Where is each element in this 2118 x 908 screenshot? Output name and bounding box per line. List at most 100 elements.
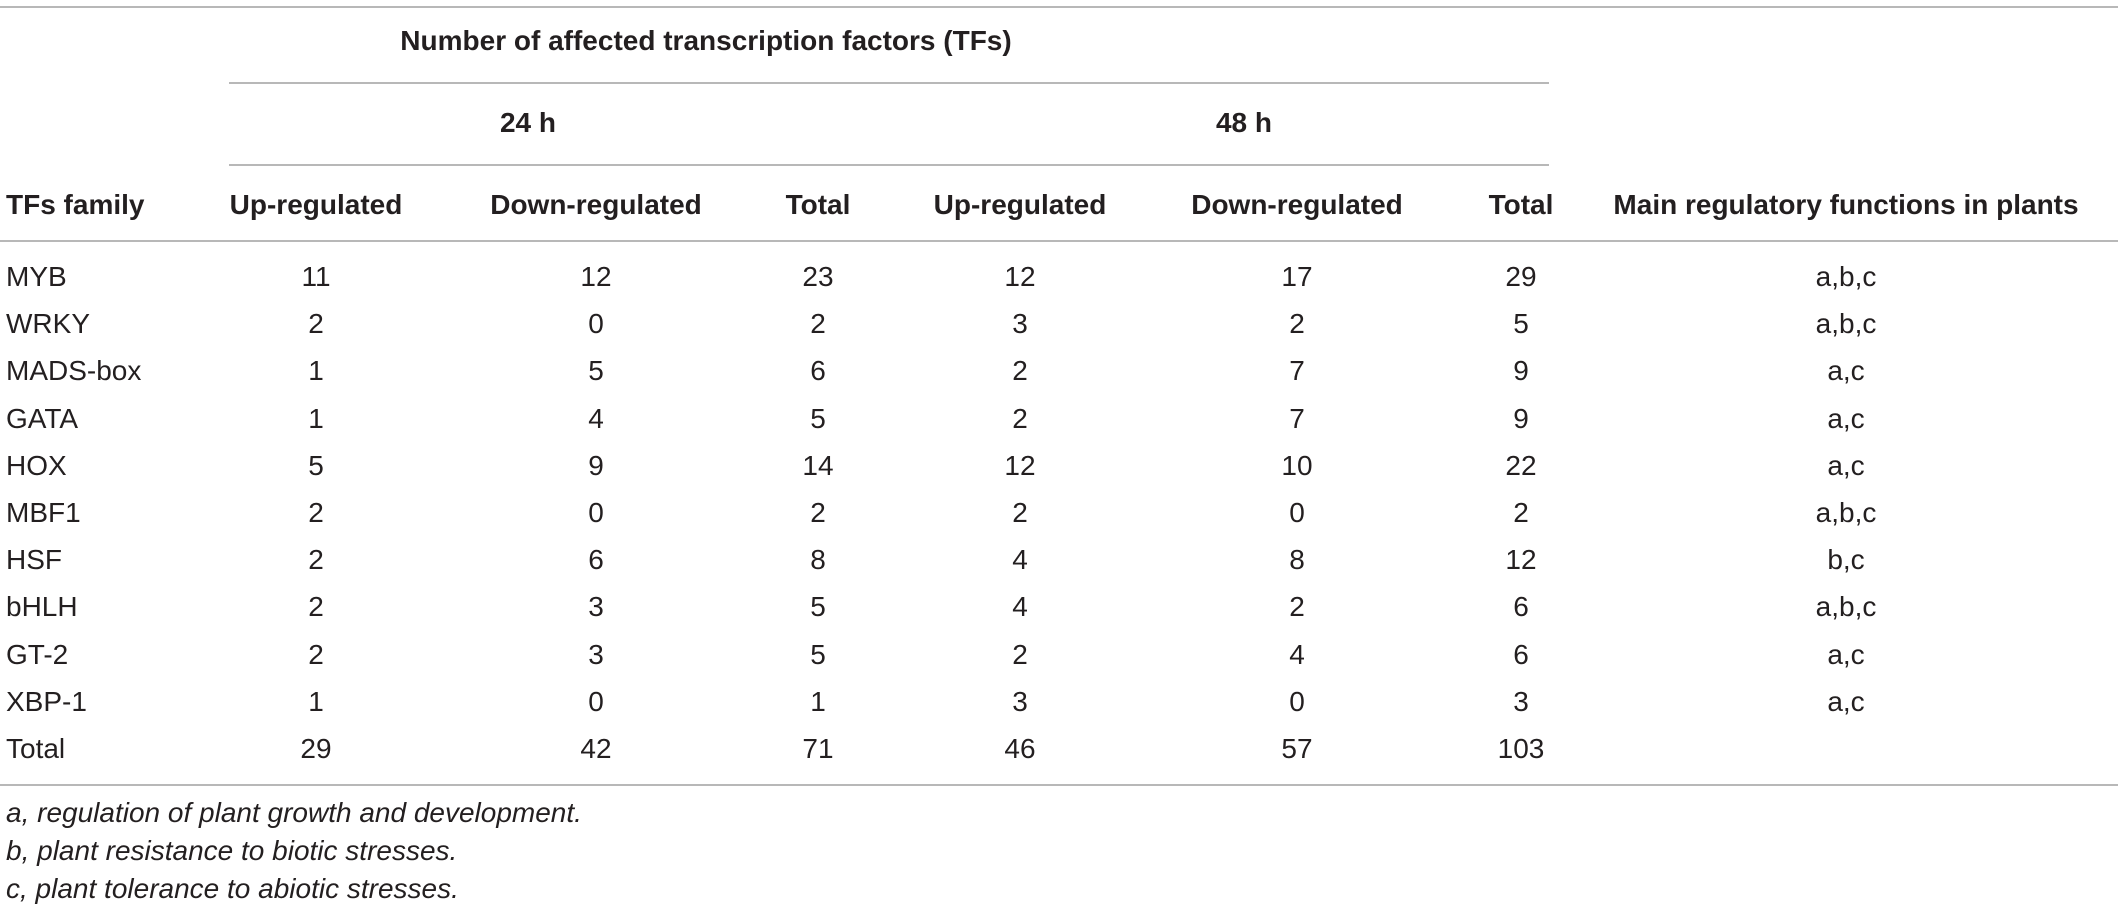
cell-down-24h: 3	[588, 638, 604, 670]
cell-up-48h: 4	[1012, 544, 1028, 576]
cell-up-48h: 12	[1004, 261, 1036, 292]
cell-total-24h: 5	[810, 638, 826, 670]
period-header-24h: 24 h	[499, 107, 557, 138]
column-header-total-48h: Total	[1488, 189, 1554, 220]
cell-up-24h: 11	[301, 261, 331, 292]
group-header-rule	[229, 82, 1549, 84]
cell-up-48h: 4	[1012, 591, 1028, 623]
cell-down-48h: 0	[1289, 685, 1305, 717]
table-bottom-rule	[0, 784, 2118, 786]
cell-up-48h: 2	[1012, 355, 1028, 387]
cell-down-48h: 10	[1281, 449, 1313, 481]
cell-tf-family: HOX	[6, 449, 67, 481]
cell-tf-family: WRKY	[6, 308, 90, 340]
cell-down-48h: 7	[1289, 402, 1305, 434]
cell-main-functions: a,b,c	[1815, 308, 1877, 340]
cell-down-24h: 5	[588, 355, 604, 387]
column-header-total-24h: Total	[785, 189, 851, 220]
footnote: c, plant tolerance to abiotic stresses.	[6, 873, 459, 904]
period-header-rule	[229, 164, 1549, 166]
cell-up-24h: 2	[308, 497, 324, 528]
header-bottom-rule	[0, 240, 2118, 242]
cell-up-24h: 2	[308, 591, 324, 623]
cell-up-48h: 3	[1012, 308, 1028, 340]
cell-up-48h: 3	[1012, 685, 1028, 717]
cell-total-48h: 5	[1513, 308, 1529, 340]
cell-total-24h: 1	[810, 685, 826, 717]
cell-tf-family: GATA	[6, 402, 79, 434]
cell-down-48h: 57	[1281, 733, 1313, 764]
cell-main-functions: a,c	[1827, 449, 1865, 481]
cell-down-48h: 8	[1289, 544, 1305, 576]
cell-down-24h: 4	[588, 402, 604, 434]
cell-up-48h: 2	[1012, 638, 1028, 670]
column-header-up-48h: Up-regulated	[933, 189, 1107, 220]
cell-tf-family: GT-2	[6, 638, 69, 670]
cell-up-48h: 2	[1012, 497, 1028, 528]
cell-down-48h: 2	[1289, 308, 1305, 340]
cell-total-24h: 8	[810, 544, 826, 576]
cell-total-48h: 6	[1513, 591, 1529, 623]
cell-main-functions: a,c	[1827, 402, 1865, 434]
cell-tf-family: MADS-box	[6, 355, 142, 387]
cell-down-24h: 3	[588, 591, 604, 623]
cell-total-48h: 12	[1505, 544, 1537, 576]
top-rule	[0, 6, 2118, 8]
cell-total-24h: 6	[810, 355, 826, 387]
cell-total-24h: 2	[810, 497, 826, 528]
cell-tf-family: MYB	[6, 261, 67, 292]
column-header-down-24h: Down-regulated	[490, 189, 702, 220]
cell-down-24h: 12	[580, 261, 612, 292]
group-header: Number of affected transcription factors…	[400, 25, 1012, 56]
cell-main-functions: a,c	[1827, 355, 1865, 387]
cell-total-24h: 5	[810, 402, 826, 434]
cell-total-24h: 23	[802, 261, 834, 292]
cell-down-48h: 0	[1289, 497, 1305, 528]
cell-down-48h: 2	[1289, 591, 1305, 623]
cell-tf-family: Total	[6, 733, 66, 764]
cell-total-24h: 2	[810, 308, 826, 340]
cell-down-48h: 7	[1289, 355, 1305, 387]
cell-up-48h: 12	[1004, 449, 1036, 481]
cell-total-48h: 3	[1513, 685, 1529, 717]
cell-down-48h: 17	[1281, 261, 1313, 292]
cell-total-48h: 29	[1505, 261, 1537, 292]
cell-main-functions: a,b,c	[1815, 497, 1877, 528]
cell-total-24h: 14	[802, 449, 834, 481]
cell-up-24h: 2	[308, 544, 324, 576]
cell-total-48h: 2	[1513, 497, 1529, 528]
cell-up-48h: 46	[1004, 733, 1036, 764]
column-header-up-24h: Up-regulated	[229, 189, 403, 220]
period-header-48h: 48 h	[1215, 107, 1273, 138]
cell-main-functions: a,b,c	[1815, 261, 1877, 292]
footnote: a, regulation of plant growth and develo…	[6, 797, 582, 828]
cell-up-24h: 2	[308, 638, 324, 670]
cell-main-functions: a,c	[1827, 685, 1865, 717]
cell-up-24h: 5	[308, 449, 324, 481]
cell-up-48h: 2	[1012, 402, 1028, 434]
cell-total-24h: 5	[810, 591, 826, 623]
cell-tf-family: HSF	[6, 544, 62, 576]
cell-down-24h: 0	[588, 497, 604, 528]
cell-down-24h: 42	[580, 733, 612, 764]
cell-up-24h: 2	[308, 308, 324, 340]
column-header-tf-family: TFs family	[6, 189, 145, 220]
footnote: b, plant resistance to biotic stresses.	[6, 835, 458, 866]
cell-total-24h: 71	[802, 733, 834, 764]
cell-main-functions: a,c	[1827, 638, 1865, 670]
column-header-down-48h: Down-regulated	[1191, 189, 1403, 220]
cell-main-functions: b,c	[1827, 544, 1865, 576]
cell-up-24h: 1	[308, 402, 324, 434]
cell-down-24h: 9	[588, 449, 604, 481]
cell-tf-family: bHLH	[6, 591, 78, 623]
cell-total-48h: 6	[1513, 638, 1529, 670]
cell-tf-family: XBP-1	[6, 685, 87, 717]
cell-down-24h: 0	[588, 685, 604, 717]
cell-tf-family: MBF1	[6, 497, 81, 528]
cell-main-functions: a,b,c	[1815, 591, 1877, 623]
cell-up-24h: 1	[308, 355, 324, 387]
cell-total-48h: 103	[1497, 733, 1545, 764]
cell-total-48h: 9	[1513, 355, 1529, 387]
cell-up-24h: 1	[308, 685, 324, 717]
